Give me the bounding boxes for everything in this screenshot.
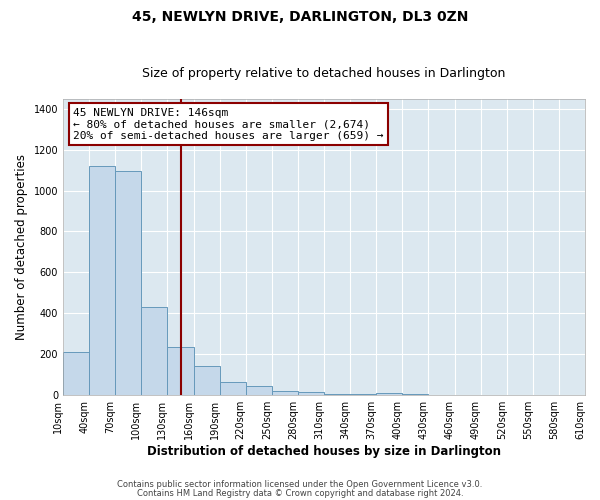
Bar <box>246 386 272 394</box>
Bar <box>89 166 115 394</box>
Bar <box>220 382 246 394</box>
Text: Contains HM Land Registry data © Crown copyright and database right 2024.: Contains HM Land Registry data © Crown c… <box>137 488 463 498</box>
Text: Contains public sector information licensed under the Open Government Licence v3: Contains public sector information licen… <box>118 480 482 489</box>
Bar <box>272 390 298 394</box>
Text: 45, NEWLYN DRIVE, DARLINGTON, DL3 0ZN: 45, NEWLYN DRIVE, DARLINGTON, DL3 0ZN <box>132 10 468 24</box>
X-axis label: Distribution of detached houses by size in Darlington: Distribution of detached houses by size … <box>147 444 501 458</box>
Title: Size of property relative to detached houses in Darlington: Size of property relative to detached ho… <box>142 66 506 80</box>
Bar <box>63 352 89 395</box>
Bar <box>115 171 142 394</box>
Bar <box>142 307 167 394</box>
Text: 45 NEWLYN DRIVE: 146sqm
← 80% of detached houses are smaller (2,674)
20% of semi: 45 NEWLYN DRIVE: 146sqm ← 80% of detache… <box>73 108 384 141</box>
Bar <box>376 392 403 394</box>
Y-axis label: Number of detached properties: Number of detached properties <box>15 154 28 340</box>
Bar <box>298 392 324 394</box>
Bar <box>194 366 220 394</box>
Bar <box>167 346 194 395</box>
